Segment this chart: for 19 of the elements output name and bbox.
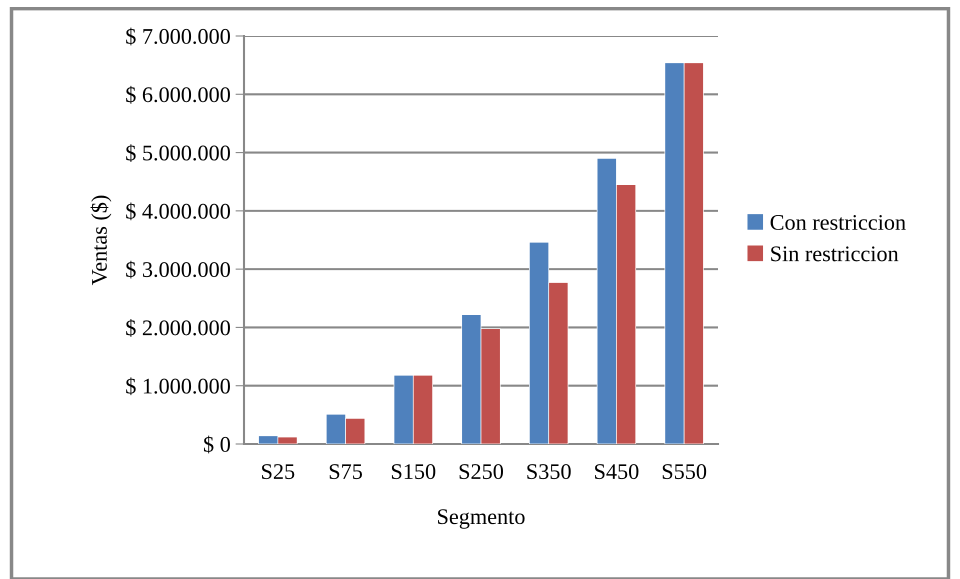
y-tick-label: $ 1.000.000 — [126, 377, 230, 396]
x-tick-label: S75 — [330, 464, 362, 480]
y-tick-label: $ 5.000.000 — [126, 144, 230, 162]
y-axis-title: Ventas ($) — [90, 196, 112, 286]
x-tick-label: S550 — [662, 464, 706, 480]
y-tick-label: $ 7.000.000 — [126, 28, 230, 46]
x-axis-title: Segmento — [438, 509, 525, 529]
x-tick-label: S350 — [527, 464, 571, 480]
x-tick-label: S250 — [460, 464, 503, 480]
x-tick-label: S450 — [595, 464, 638, 480]
y-tick-label: $ 4.000.000 — [126, 202, 230, 220]
y-tick-label: $ 2.000.000 — [126, 319, 230, 337]
x-tick-label: S25 — [262, 464, 294, 480]
legend-label: Sin restriccion — [771, 246, 898, 262]
y-tick-label: $ 3.000.000 — [126, 260, 230, 279]
legend-label: Con restriccion — [770, 214, 906, 230]
y-tick-label: $ 6.000.000 — [126, 86, 230, 104]
x-tick-label: S150 — [392, 464, 436, 480]
y-tick-label: $ 0 — [204, 436, 230, 454]
